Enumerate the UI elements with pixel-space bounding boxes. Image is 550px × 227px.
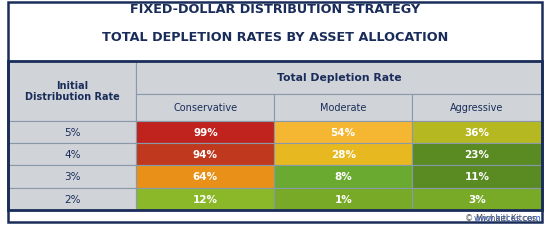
Bar — [136, 94, 274, 121]
Text: Total Depletion Rate: Total Depletion Rate — [277, 73, 402, 83]
Text: 36%: 36% — [464, 127, 490, 137]
Text: 28%: 28% — [331, 149, 356, 159]
Bar — [136, 188, 274, 210]
Text: 54%: 54% — [331, 127, 356, 137]
Text: Moderate: Moderate — [320, 103, 366, 113]
Bar — [8, 121, 136, 143]
Bar — [412, 165, 542, 188]
Bar — [136, 61, 542, 94]
Text: 8%: 8% — [334, 172, 352, 182]
Bar — [274, 188, 412, 210]
Bar — [136, 165, 274, 188]
Text: 94%: 94% — [193, 149, 218, 159]
Text: 5%: 5% — [64, 127, 80, 137]
Bar — [412, 143, 542, 165]
Text: Conservative: Conservative — [173, 103, 238, 113]
Bar — [8, 143, 136, 165]
Text: 3%: 3% — [64, 172, 80, 182]
Bar — [8, 165, 136, 188]
Text: 11%: 11% — [464, 172, 490, 182]
Text: 4%: 4% — [64, 149, 80, 159]
Bar — [274, 165, 412, 188]
Text: Initial
Distribution Rate: Initial Distribution Rate — [25, 80, 120, 102]
Text: 64%: 64% — [193, 172, 218, 182]
Text: 2%: 2% — [64, 194, 80, 204]
Bar — [8, 188, 136, 210]
Bar — [136, 121, 274, 143]
Bar — [412, 94, 542, 121]
Text: FIXED-DOLLAR DISTRIBUTION STRATEGY: FIXED-DOLLAR DISTRIBUTION STRATEGY — [130, 3, 420, 16]
Text: 99%: 99% — [193, 127, 218, 137]
Bar — [274, 121, 412, 143]
Text: www.kitces.com: www.kitces.com — [474, 213, 542, 222]
Text: Aggressive: Aggressive — [450, 103, 504, 113]
Text: © Michael Kitces,: © Michael Kitces, — [465, 213, 541, 222]
Text: 3%: 3% — [468, 194, 486, 204]
Bar — [8, 61, 542, 210]
Text: 1%: 1% — [334, 194, 352, 204]
Bar — [8, 61, 136, 121]
Bar — [412, 121, 542, 143]
Bar — [274, 94, 412, 121]
Text: TOTAL DEPLETION RATES BY ASSET ALLOCATION: TOTAL DEPLETION RATES BY ASSET ALLOCATIO… — [102, 31, 448, 44]
Bar — [136, 143, 274, 165]
Bar — [274, 143, 412, 165]
Text: 23%: 23% — [464, 149, 490, 159]
Bar — [412, 188, 542, 210]
Text: 12%: 12% — [193, 194, 218, 204]
